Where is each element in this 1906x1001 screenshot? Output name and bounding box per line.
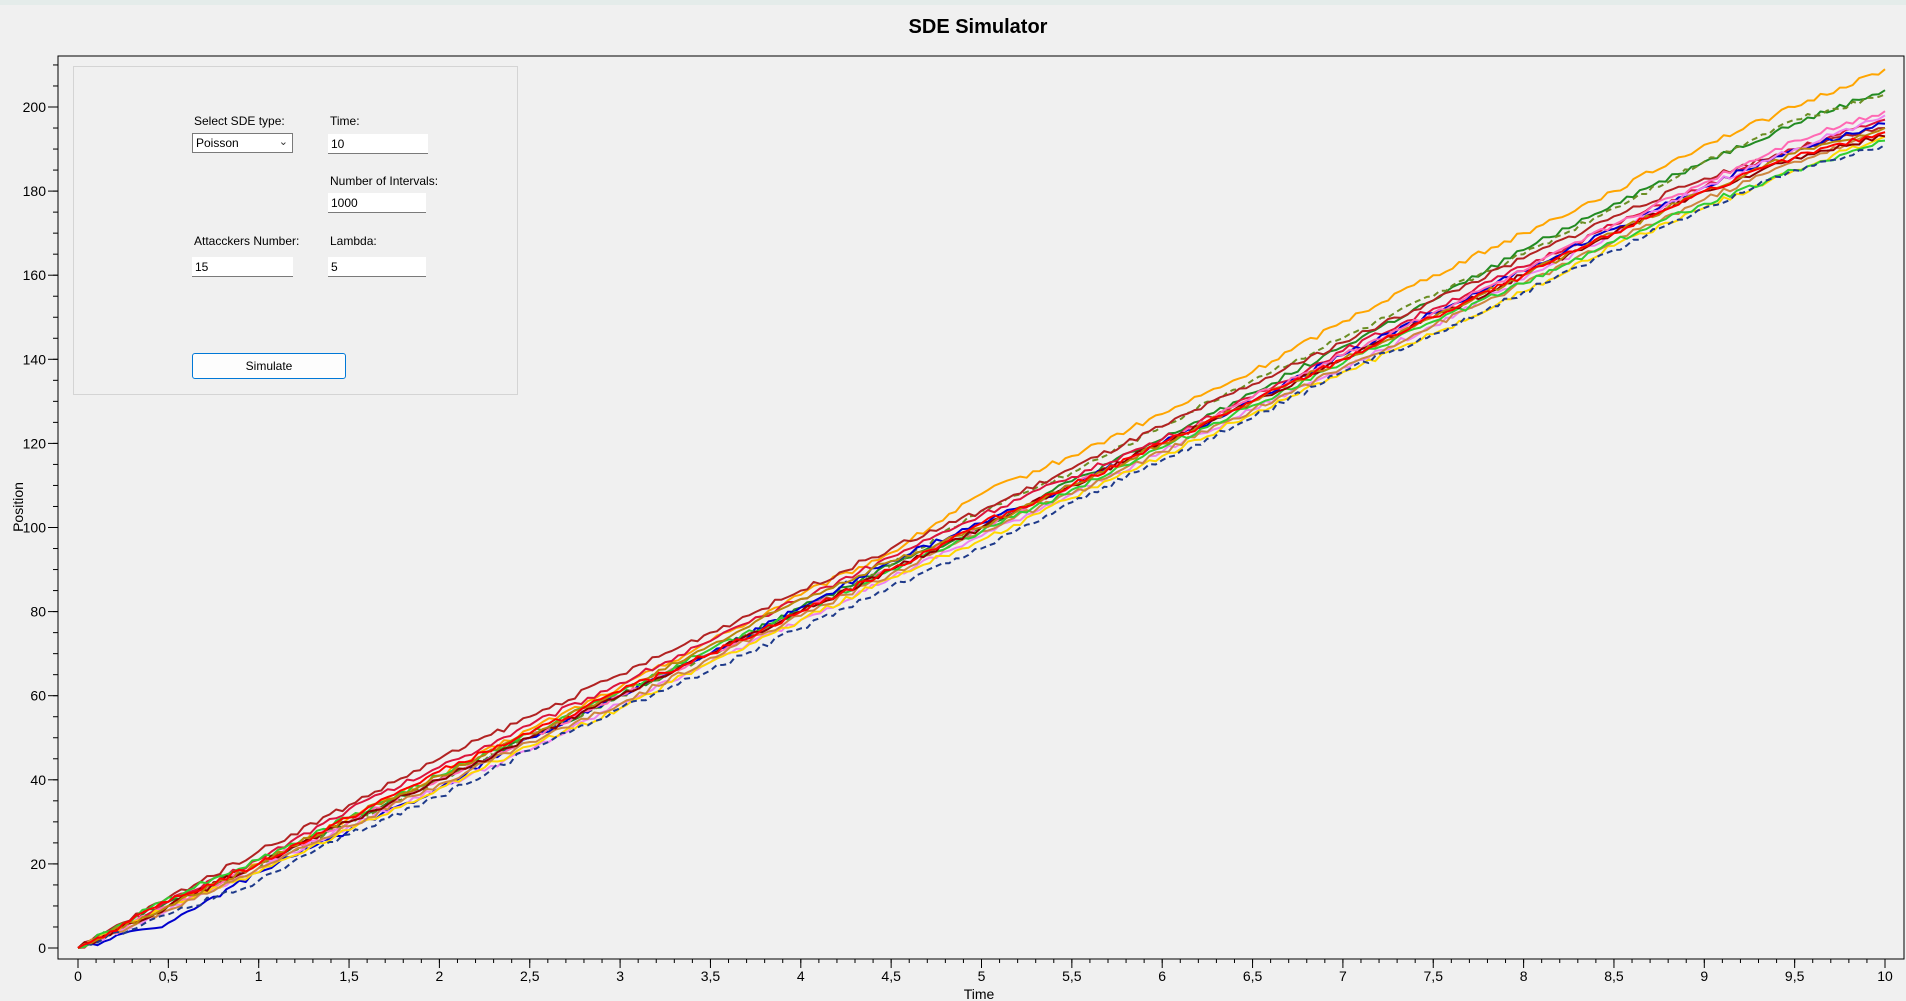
sde-type-value: Poisson <box>196 136 239 150</box>
lambda-label: Lambda: <box>330 234 377 248</box>
x-tick-label: 3 <box>616 968 624 984</box>
x-tick-label: 0 <box>74 968 82 984</box>
series-line <box>77 127 1886 949</box>
y-tick-label: 80 <box>30 604 46 620</box>
y-axis-label: Position <box>10 482 26 532</box>
x-tick-label: 4,5 <box>881 968 901 984</box>
x-tick-label: 6,5 <box>1243 968 1263 984</box>
y-tick-label: 100 <box>23 520 47 536</box>
x-tick-label: 0,5 <box>159 968 179 984</box>
series-line <box>77 139 1886 949</box>
x-tick-label: 2 <box>436 968 444 984</box>
intervals-label: Number of Intervals: <box>330 174 439 188</box>
x-tick-label: 3,5 <box>701 968 721 984</box>
sde-type-label: Select SDE type: <box>194 114 285 128</box>
attackers-label: Attacckers Number: <box>194 234 300 248</box>
x-tick-label: 5,5 <box>1062 968 1082 984</box>
series-line <box>77 131 1886 949</box>
x-tick-label: 4 <box>797 968 805 984</box>
x-tick-label: 1,5 <box>339 968 359 984</box>
y-minor-ticks <box>53 64 58 949</box>
attackers-input[interactable] <box>192 257 293 277</box>
y-tick-label: 200 <box>23 99 47 115</box>
x-minor-ticks <box>77 959 1886 963</box>
window-top-strip <box>0 0 1906 5</box>
x-tick-label: 6 <box>1158 968 1166 984</box>
series-line <box>77 143 1886 949</box>
time-input[interactable] <box>328 134 428 154</box>
x-tick-label: 7 <box>1339 968 1347 984</box>
sde-type-dropdown[interactable]: Poisson ⌄ <box>192 133 293 153</box>
y-tick-label: 60 <box>30 688 46 704</box>
y-tick-label: 180 <box>23 183 47 199</box>
time-label: Time: <box>330 114 360 128</box>
x-tick-label: 9,5 <box>1785 968 1805 984</box>
lambda-input[interactable] <box>328 257 426 277</box>
simulate-button[interactable]: Simulate <box>192 353 346 379</box>
y-tick-label: 160 <box>23 267 47 283</box>
x-tick-label: 1 <box>255 968 263 984</box>
y-tick-label: 40 <box>30 772 46 788</box>
x-tick-label: 2,5 <box>520 968 540 984</box>
intervals-input[interactable] <box>328 193 426 213</box>
x-tick-label: 9 <box>1700 968 1708 984</box>
simulation-controls-panel: Select SDE type: Poisson ⌄ Time: Number … <box>73 66 518 395</box>
x-axis-ticks: 0 0,5 1 1,5 2 2,5 3 3,5 4 4,5 5 5,5 6 6,5 7 7,5 8 8,5 9 9,5… <box>74 959 1893 984</box>
y-tick-label: 120 <box>23 435 47 451</box>
x-tick-label: 8,5 <box>1604 968 1624 984</box>
x-tick-label: 5 <box>978 968 986 984</box>
x-tick-label: 8 <box>1520 968 1528 984</box>
series-line <box>77 135 1886 949</box>
y-tick-label: 0 <box>38 940 46 956</box>
x-tick-label: 10 <box>1877 968 1893 984</box>
chevron-down-icon: ⌄ <box>278 136 288 148</box>
series-lines <box>77 68 1886 949</box>
x-axis-label: Time <box>964 986 995 1001</box>
x-tick-label: 7,5 <box>1424 968 1444 984</box>
chart-title: SDE Simulator <box>908 16 1048 38</box>
y-axis-ticks: 0 20 40 60 80 100 120 140 160 180 200 <box>23 99 58 956</box>
y-tick-label: 140 <box>23 351 47 367</box>
y-tick-label: 20 <box>30 856 46 872</box>
